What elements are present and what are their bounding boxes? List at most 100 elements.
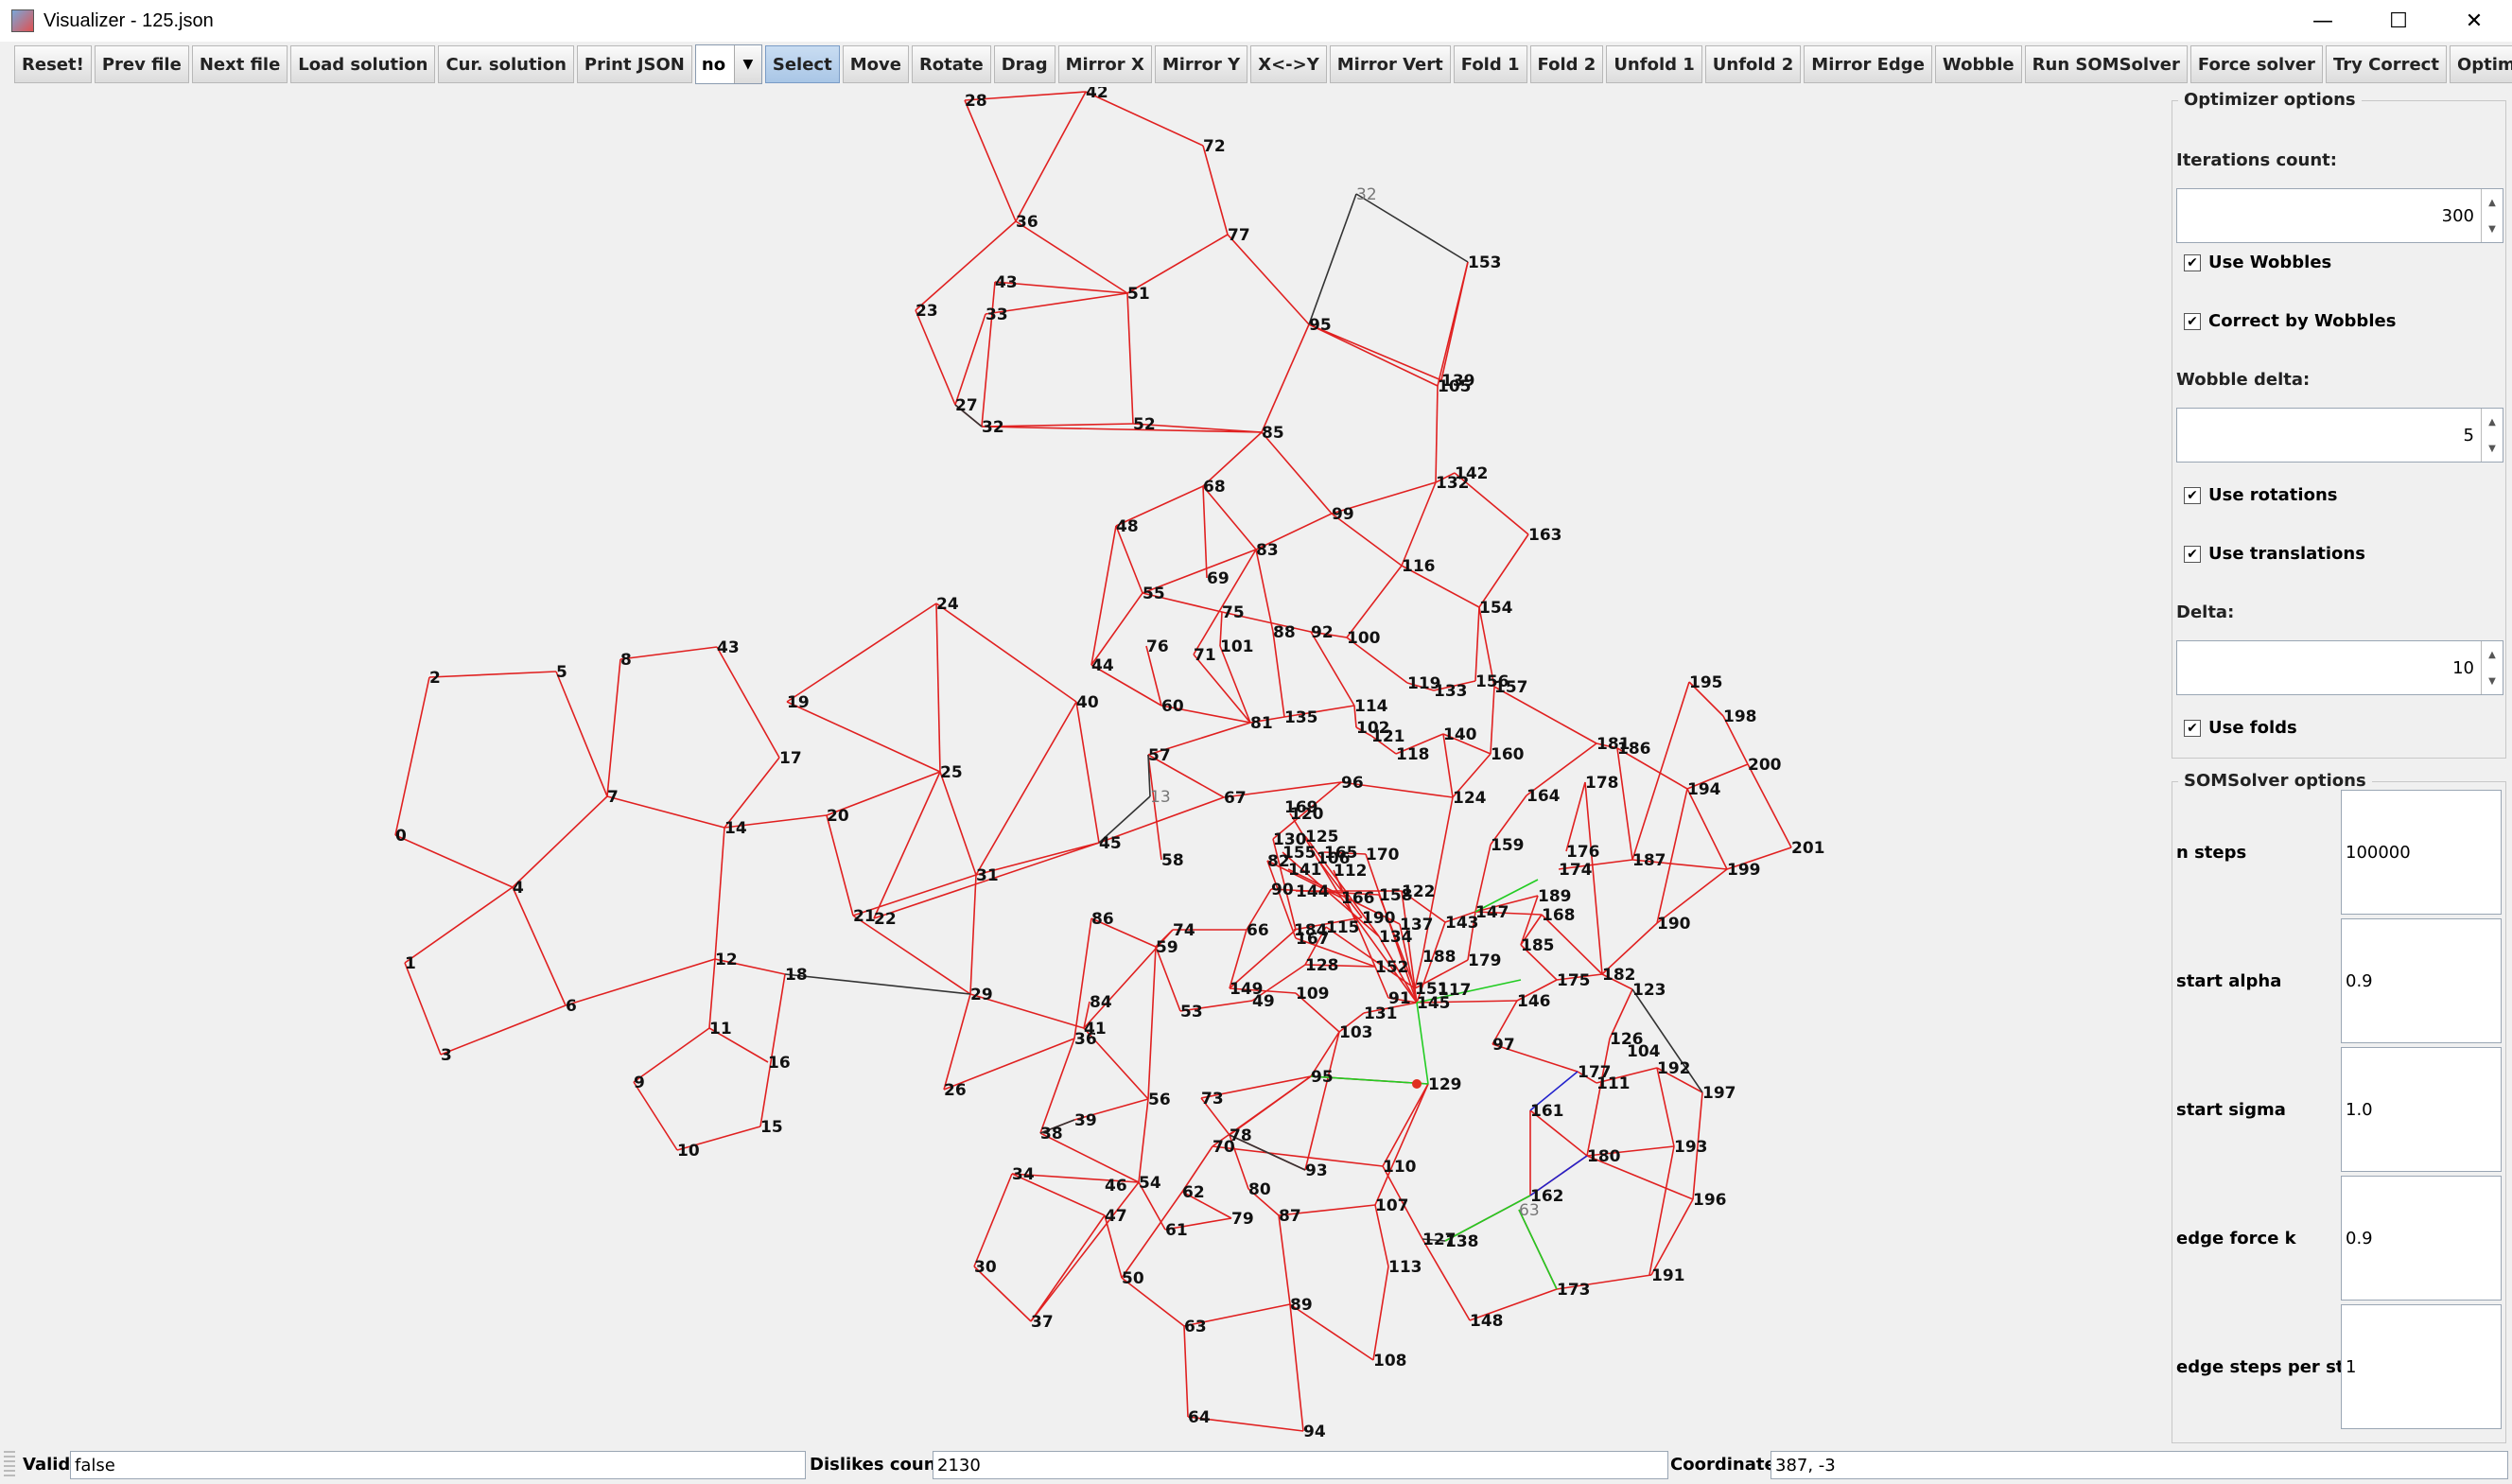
wobble-delta-spinner[interactable]: 5 ▲ ▼	[2176, 408, 2503, 463]
graph-node-label[interactable]: 79	[1231, 1210, 1254, 1229]
graph-node-label[interactable]: 126	[1610, 1030, 1644, 1049]
graph-node-label[interactable]: 28	[965, 92, 987, 111]
graph-node-label[interactable]: 29	[970, 986, 993, 1004]
graph-node-label[interactable]: 0	[395, 827, 407, 846]
graph-node-label[interactable]: 119	[1407, 674, 1441, 693]
use-rotations-checkbox[interactable]: ✔ Use rotations	[2184, 485, 2337, 505]
reset-button[interactable]: Reset!	[14, 45, 92, 83]
graph-node-label[interactable]: 145	[1417, 994, 1451, 1013]
graph-node-label[interactable]: 63	[1519, 1201, 1540, 1220]
graph-node-label[interactable]: 51	[1127, 285, 1150, 304]
graph-node-label[interactable]: 27	[955, 396, 978, 415]
graph-node-label[interactable]: 3	[441, 1046, 452, 1065]
graph-node-label[interactable]: 30	[974, 1258, 997, 1277]
unfold-1-button[interactable]: Unfold 1	[1606, 45, 1702, 83]
swap-xy-button[interactable]: X<->Y	[1250, 45, 1327, 83]
graph-node-label[interactable]: 107	[1375, 1196, 1409, 1215]
optimize-button[interactable]: Optimize	[2449, 45, 2512, 83]
graph-node-label[interactable]: 130	[1273, 830, 1307, 849]
graph-node-label[interactable]: 153	[1468, 253, 1502, 272]
graph-node-label[interactable]: 49	[1252, 992, 1275, 1011]
spin-up-icon[interactable]: ▲	[2488, 649, 2496, 660]
graph-node-label[interactable]: 92	[1311, 623, 1334, 642]
graph-node-label[interactable]: 24	[936, 595, 959, 614]
start-sigma-input[interactable]: 1.0	[2341, 1047, 2502, 1172]
mirror-x-button[interactable]: Mirror X	[1057, 45, 1152, 83]
graph-node-label[interactable]: 165	[1324, 844, 1358, 863]
mirror-vert-button[interactable]: Mirror Vert	[1329, 45, 1451, 83]
graph-node-label[interactable]: 59	[1156, 938, 1178, 957]
graph-node-label[interactable]: 58	[1161, 851, 1184, 870]
graph-node-label[interactable]: 176	[1566, 843, 1600, 862]
graph-node-label[interactable]: 118	[1396, 745, 1430, 764]
graph-node-label[interactable]: 108	[1373, 1352, 1407, 1371]
graph-node-label[interactable]: 10	[677, 1142, 700, 1161]
graph-node-label[interactable]: 61	[1165, 1221, 1188, 1240]
graph-node-label[interactable]: 142	[1455, 464, 1489, 483]
graph-node-label[interactable]: 196	[1693, 1191, 1727, 1210]
use-wobbles-checkbox[interactable]: ✔ Use Wobbles	[2184, 253, 2331, 272]
graph-node-label[interactable]: 170	[1366, 846, 1400, 864]
graph-node-label[interactable]: 168	[1542, 906, 1576, 925]
graph-node-label[interactable]: 147	[1475, 903, 1509, 922]
graph-node-label[interactable]: 137	[1400, 916, 1434, 934]
graph-node-label[interactable]: 56	[1148, 1091, 1171, 1109]
graph-node-label[interactable]: 43	[717, 638, 740, 657]
graph-node-label[interactable]: 181	[1596, 735, 1631, 754]
graph-node-label[interactable]: 155	[1282, 844, 1317, 863]
graph-node-label[interactable]: 11	[709, 1020, 732, 1039]
graph-node-label[interactable]: 62	[1182, 1183, 1205, 1202]
graph-node-label[interactable]: 68	[1203, 478, 1226, 497]
graph-node-label[interactable]: 44	[1091, 656, 1114, 675]
graph-node-label[interactable]: 39	[1074, 1111, 1097, 1130]
graph-node-label[interactable]: 31	[976, 866, 999, 885]
graph-node-label[interactable]: 192	[1657, 1059, 1691, 1078]
graph-node-label[interactable]: 17	[779, 749, 802, 768]
graph-node-label[interactable]: 43	[995, 273, 1018, 292]
graph-node-label[interactable]: 32	[982, 418, 1004, 437]
graph-node-label[interactable]: 159	[1491, 836, 1525, 855]
select-mode-button[interactable]: Select	[764, 45, 840, 83]
move-mode-button[interactable]: Move	[842, 45, 909, 83]
graph-node-label[interactable]: 54	[1139, 1174, 1161, 1193]
graph-node-label[interactable]: 102	[1356, 719, 1390, 738]
drag-mode-button[interactable]: Drag	[993, 45, 1055, 83]
graph-node-label[interactable]: 18	[785, 966, 808, 985]
graph-node-label[interactable]: 96	[1341, 774, 1364, 793]
prev-file-button[interactable]: Prev file	[94, 45, 189, 83]
graph-node-label[interactable]: 122	[1402, 882, 1436, 901]
graph-node-label[interactable]: 146	[1517, 992, 1551, 1011]
cur-solution-button[interactable]: Cur. solution	[438, 45, 574, 83]
graph-canvas[interactable]: 28 42 72 36 77 32 153 43 51 23 33 95 139 105 27 32 52 85 1…	[8, 83, 2172, 1444]
graph-node-label[interactable]: 9	[634, 1074, 645, 1092]
graph-node-label[interactable]: 21	[853, 907, 876, 926]
mirror-edge-button[interactable]: Mirror Edge	[1804, 45, 1932, 83]
graph-node-label[interactable]: 63	[1184, 1318, 1207, 1336]
run-somsolver-button[interactable]: Run SOMSolver	[2024, 45, 2188, 83]
selected-node-marker[interactable]	[1412, 1079, 1422, 1089]
wobble-button[interactable]: Wobble	[1934, 45, 2022, 83]
graph-node-label[interactable]: 134	[1379, 928, 1413, 947]
graph-node-label[interactable]: 125	[1305, 828, 1339, 847]
graph-node-label[interactable]: 151	[1415, 980, 1449, 999]
graph-node-label[interactable]: 89	[1290, 1296, 1313, 1315]
graph-node-label[interactable]: 101	[1220, 637, 1254, 656]
graph-node-label[interactable]: 173	[1557, 1281, 1591, 1300]
graph-node-label[interactable]: 135	[1284, 708, 1318, 727]
graph-node-label[interactable]: 105	[1438, 377, 1472, 396]
maximize-button[interactable]: ☐	[2389, 9, 2408, 33]
graph-node-label[interactable]: 95	[1309, 316, 1332, 335]
graph-node-label[interactable]: 19	[787, 693, 810, 712]
spin-down-icon[interactable]: ▼	[2488, 223, 2496, 235]
graph-node-label[interactable]: 111	[1596, 1074, 1631, 1093]
graph-node-label[interactable]: 40	[1076, 693, 1099, 712]
print-json-button[interactable]: Print JSON	[576, 45, 692, 83]
force-solver-button[interactable]: Force solver	[2189, 45, 2323, 83]
graph-node-label[interactable]: 36	[1016, 213, 1038, 232]
graph-node-label[interactable]: 88	[1273, 623, 1296, 642]
graph-node-label[interactable]: 36	[1074, 1030, 1097, 1049]
graph-node-label[interactable]: 46	[1105, 1177, 1127, 1196]
graph-node-label[interactable]: 78	[1230, 1126, 1252, 1145]
graph-node-label[interactable]: 110	[1383, 1158, 1417, 1177]
graph-node-label[interactable]: 190	[1362, 909, 1396, 928]
